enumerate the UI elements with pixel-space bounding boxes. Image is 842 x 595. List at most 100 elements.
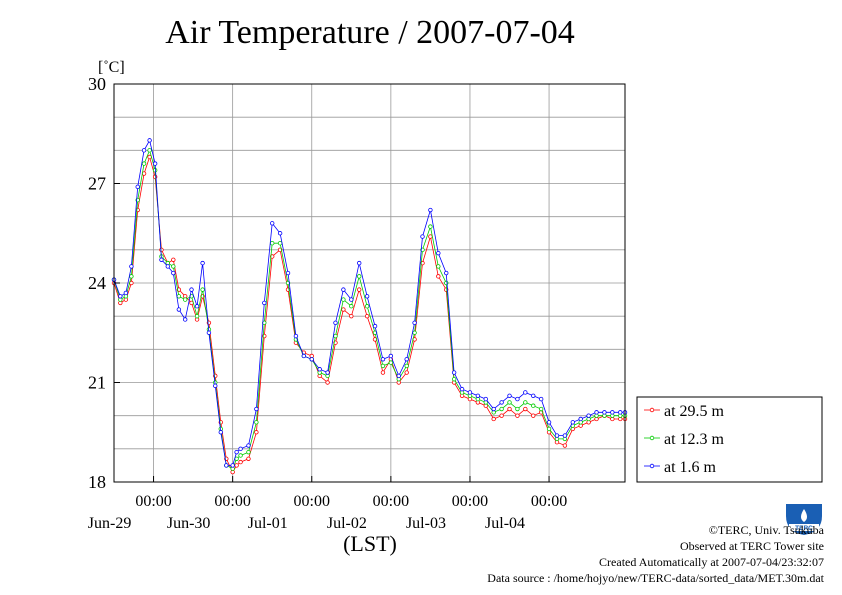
data-point [380, 370, 386, 375]
data-point [349, 304, 354, 309]
data-point [349, 313, 354, 319]
data-point [246, 456, 251, 461]
data-point [141, 148, 147, 153]
data-point [531, 403, 536, 408]
data-point [594, 410, 599, 415]
data-point [412, 320, 417, 325]
data-point [238, 453, 243, 458]
data-point [364, 304, 370, 309]
data-point [507, 400, 512, 405]
data-point [171, 257, 176, 262]
data-point [165, 264, 170, 269]
chart-title: Air Temperature / 2007-07-04 [165, 14, 575, 51]
x-tick-time: 00:00 [294, 493, 330, 510]
data-point [531, 393, 536, 398]
x-axis-label: (LST) [343, 531, 397, 556]
series-layer [111, 138, 628, 475]
data-point [171, 270, 176, 276]
data-point [147, 148, 152, 153]
data-point [246, 449, 251, 455]
data-point [341, 307, 346, 312]
data-point [515, 413, 520, 418]
x-tick-time: 00:00 [452, 493, 488, 510]
data-point [129, 274, 134, 279]
y-tick-label: 21 [88, 373, 106, 393]
data-point [200, 287, 205, 292]
data-point [301, 353, 307, 359]
data-point [176, 307, 182, 312]
data-point [491, 416, 496, 422]
data-point [507, 393, 512, 398]
data-point [224, 463, 229, 468]
series-group [111, 148, 628, 471]
data-point [357, 260, 362, 266]
data-point [230, 463, 235, 468]
y-tick-label: 27 [88, 174, 106, 194]
data-point [234, 463, 239, 468]
data-point [270, 221, 275, 226]
data-point [135, 184, 140, 190]
data-point [349, 297, 354, 302]
created-text: Created Automatically at 2007-07-04/23:3… [599, 555, 824, 569]
x-tick-time: 00:00 [531, 493, 567, 510]
x-tick-time: 00:00 [135, 493, 171, 510]
data-point [483, 396, 488, 402]
data-point [388, 353, 394, 359]
data-point [246, 443, 251, 448]
data-point [341, 297, 346, 302]
data-point [531, 413, 536, 418]
data-point [475, 393, 481, 398]
data-point [451, 376, 457, 382]
y-tick-label: 30 [88, 74, 106, 94]
data-point [515, 406, 520, 412]
data-point [444, 270, 449, 276]
data-point [578, 416, 583, 422]
data-point [189, 287, 194, 292]
data-point [610, 410, 615, 415]
data-point [317, 367, 322, 372]
copyright-text: ©TERC, Univ. Tsukuba [708, 523, 824, 537]
data-point [364, 313, 370, 319]
data-point [570, 420, 575, 425]
x-tick-date: Jun-29 [88, 515, 132, 532]
legend: at 29.5 m at 12.3 m at 1.6 m [636, 396, 823, 483]
legend-marker [649, 463, 655, 469]
data-point [293, 333, 299, 339]
data-point [396, 373, 401, 379]
data-point [238, 459, 243, 465]
data-point [388, 360, 394, 365]
x-tick-date: Jul-01 [248, 515, 288, 532]
data-point [171, 264, 176, 269]
y-tick-label: 24 [88, 273, 106, 293]
data-point [270, 240, 275, 246]
data-point [523, 390, 528, 395]
data-point [333, 320, 338, 325]
data-point [118, 294, 123, 299]
data-point [213, 383, 218, 389]
data-point [325, 370, 330, 375]
terc-logo: TERC [784, 502, 824, 536]
series-group [111, 154, 628, 475]
data-point [194, 313, 200, 319]
data-point [341, 287, 346, 292]
data-point [499, 413, 504, 418]
x-tick-time: 00:00 [373, 493, 409, 510]
axis-layer: 182124273000:00Jun-2900:00Jun-3000:00Jul… [88, 74, 568, 532]
data-point [428, 234, 433, 239]
data-point [523, 406, 528, 412]
data-point [436, 250, 441, 256]
data-point [499, 400, 504, 405]
data-point [618, 410, 623, 415]
observed-text: Observed at TERC Tower site [679, 539, 824, 553]
x-tick-date: Jul-04 [485, 515, 525, 532]
source-text: Data source : /home/hojyo/new/TERC-data/… [487, 571, 824, 585]
data-point [404, 370, 409, 375]
data-point [254, 406, 259, 412]
data-point [218, 430, 223, 435]
x-tick-date: Jul-02 [327, 515, 367, 532]
data-point [364, 294, 370, 299]
data-point [507, 406, 512, 412]
data-point [523, 400, 528, 405]
y-tick-label: 18 [88, 472, 106, 492]
